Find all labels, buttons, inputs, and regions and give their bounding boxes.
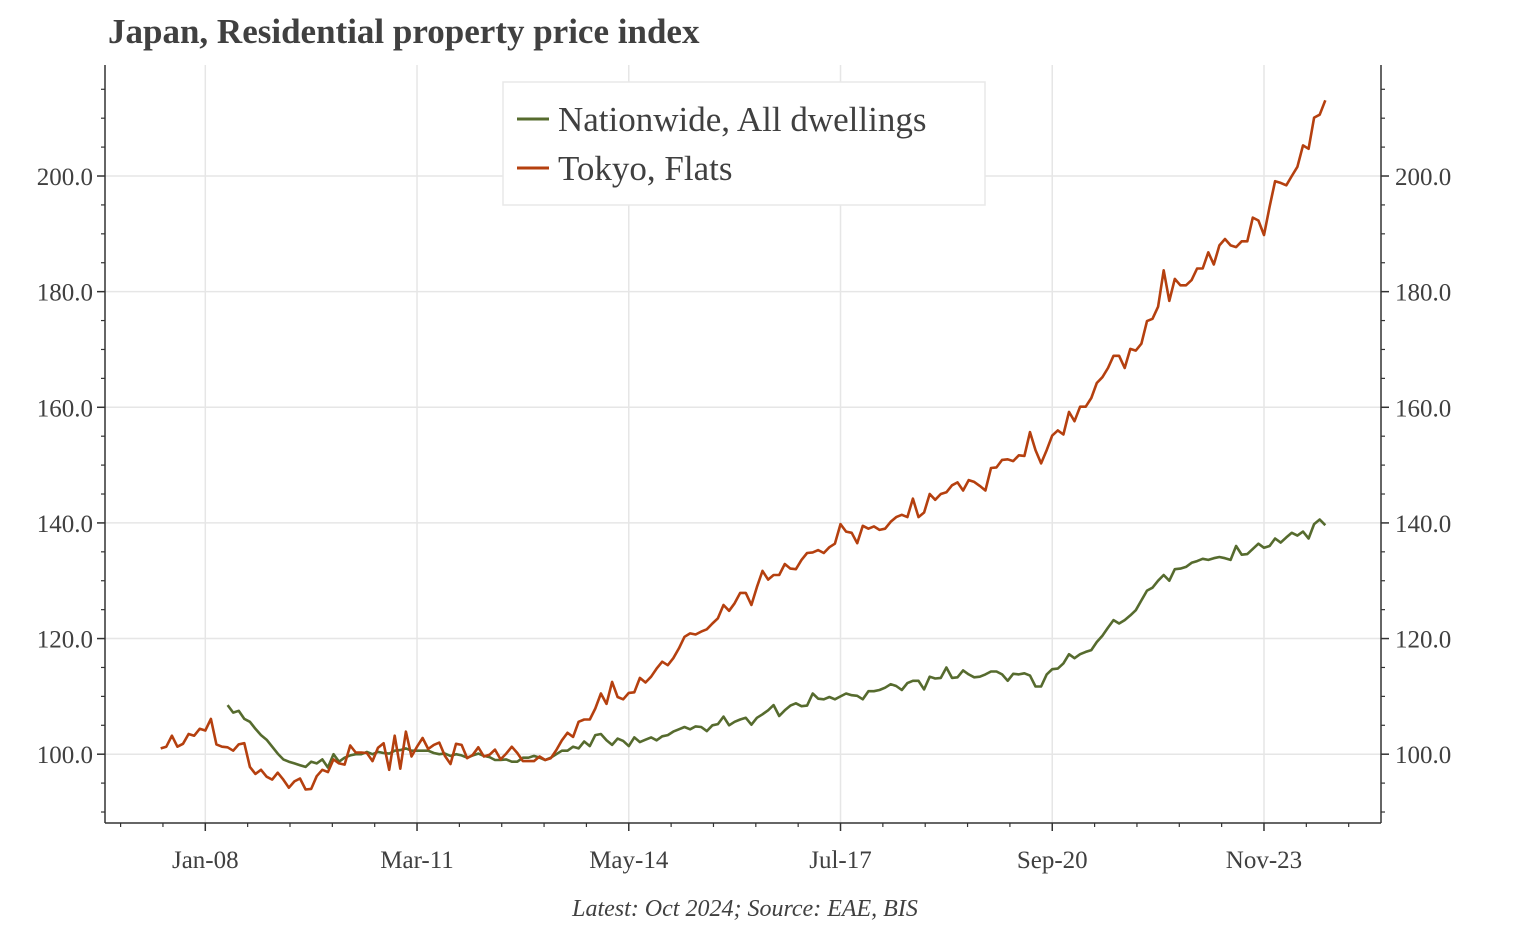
x-tick-label: Mar-11 — [380, 847, 454, 874]
series-line-tokyo — [160, 99, 1327, 791]
legend-box — [502, 81, 986, 206]
y-tick-label-left: 120.0 — [37, 627, 93, 654]
series-lines — [160, 99, 1327, 791]
y-tick-label-right: 160.0 — [1395, 395, 1451, 422]
y-tick-label-right: 140.0 — [1395, 511, 1451, 538]
y-tick-label-left: 180.0 — [37, 280, 93, 307]
y-tick-label-right: 100.0 — [1395, 742, 1451, 769]
y-tick-label-left: 100.0 — [37, 742, 93, 769]
axes: 100.0 100.0 120.0 120.0 140.0 140.0 160.0 160.0… — [37, 65, 1451, 874]
legend-label-tokyo: Tokyo, Flats — [558, 149, 733, 188]
y-tick-label-left: 160.0 — [37, 395, 93, 422]
x-tick-label: Jan-08 — [172, 847, 239, 874]
legend: Nationwide, All dwellings Tokyo, Flats — [502, 81, 986, 206]
legend-label-nationwide: Nationwide, All dwellings — [558, 100, 926, 139]
chart-title: Japan, Residential property price index — [108, 12, 700, 51]
chart-source-note: Latest: Oct 2024; Source: EAE, BIS — [572, 896, 918, 922]
y-tick-label-right: 180.0 — [1395, 280, 1451, 307]
x-tick-label: May-14 — [589, 847, 669, 874]
y-tick-label-left: 140.0 — [37, 511, 93, 538]
x-tick-label: Sep-20 — [1017, 847, 1088, 874]
y-tick-label-right: 120.0 — [1395, 627, 1451, 654]
series-line-nationwide — [226, 518, 1327, 769]
x-tick-label: Nov-23 — [1226, 847, 1302, 874]
x-tick-label: Jul-17 — [809, 847, 872, 874]
y-tick-label-left: 200.0 — [37, 164, 93, 191]
y-tick-label-right: 200.0 — [1395, 164, 1451, 191]
